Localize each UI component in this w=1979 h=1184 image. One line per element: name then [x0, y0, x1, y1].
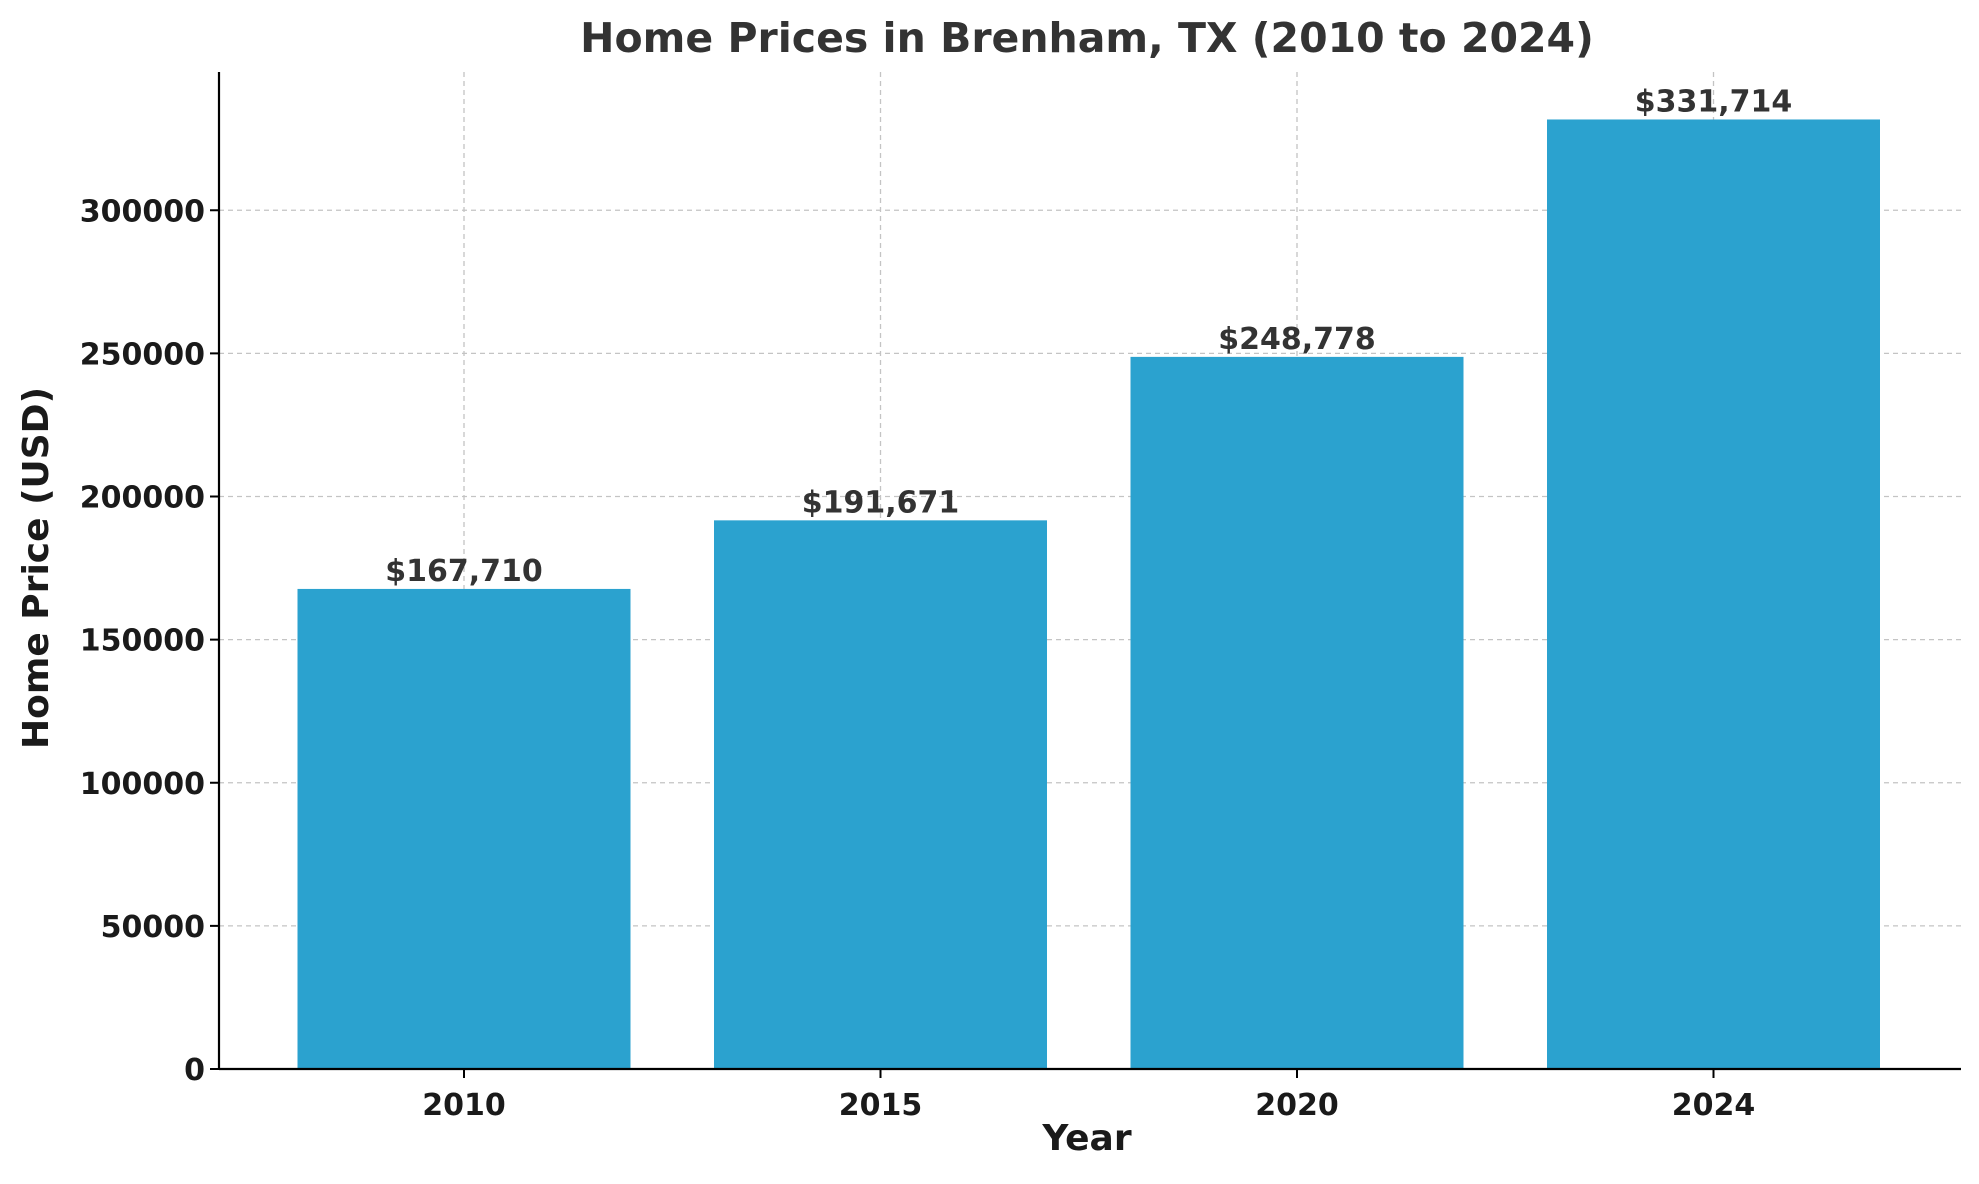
x-tick-label-2010: 2010	[422, 1088, 506, 1123]
data-label-2024: $331,714	[1635, 84, 1793, 119]
y-tick-label: 0	[184, 1053, 205, 1088]
ticks-layer: 0 50000 100000 150000 200000 250000 300000 2010…	[80, 194, 1756, 1123]
y-tick-label: 150000	[80, 624, 205, 659]
y-tick-label: 250000	[80, 337, 205, 372]
x-tick-label-2015: 2015	[839, 1088, 923, 1123]
y-tick-label: 50000	[101, 910, 205, 945]
bar-2020	[1130, 356, 1464, 1069]
data-labels-layer: $167,710 $191,671 $248,778 $331,714	[385, 84, 1792, 588]
bar-2024	[1547, 119, 1880, 1070]
y-tick-label: 100000	[80, 767, 205, 802]
bar-2010	[297, 588, 631, 1069]
y-tick-label: 200000	[80, 481, 205, 516]
x-tick-label-2024: 2024	[1672, 1088, 1756, 1123]
bar-2015	[714, 520, 1047, 1069]
data-label-2010: $167,710	[385, 554, 543, 589]
x-axis-label: Year	[1041, 1118, 1131, 1159]
y-tick-label: 300000	[80, 194, 205, 229]
y-axis-label: Home Price (USD)	[16, 387, 57, 749]
bars-layer	[297, 119, 1880, 1070]
chart-title: Home Prices in Brenham, TX (2010 to 2024…	[580, 14, 1594, 62]
data-label-2020: $248,778	[1218, 322, 1376, 357]
data-label-2015: $191,671	[802, 485, 960, 520]
axes-layer	[217, 72, 1961, 1071]
x-tick-label-2020: 2020	[1255, 1088, 1339, 1123]
